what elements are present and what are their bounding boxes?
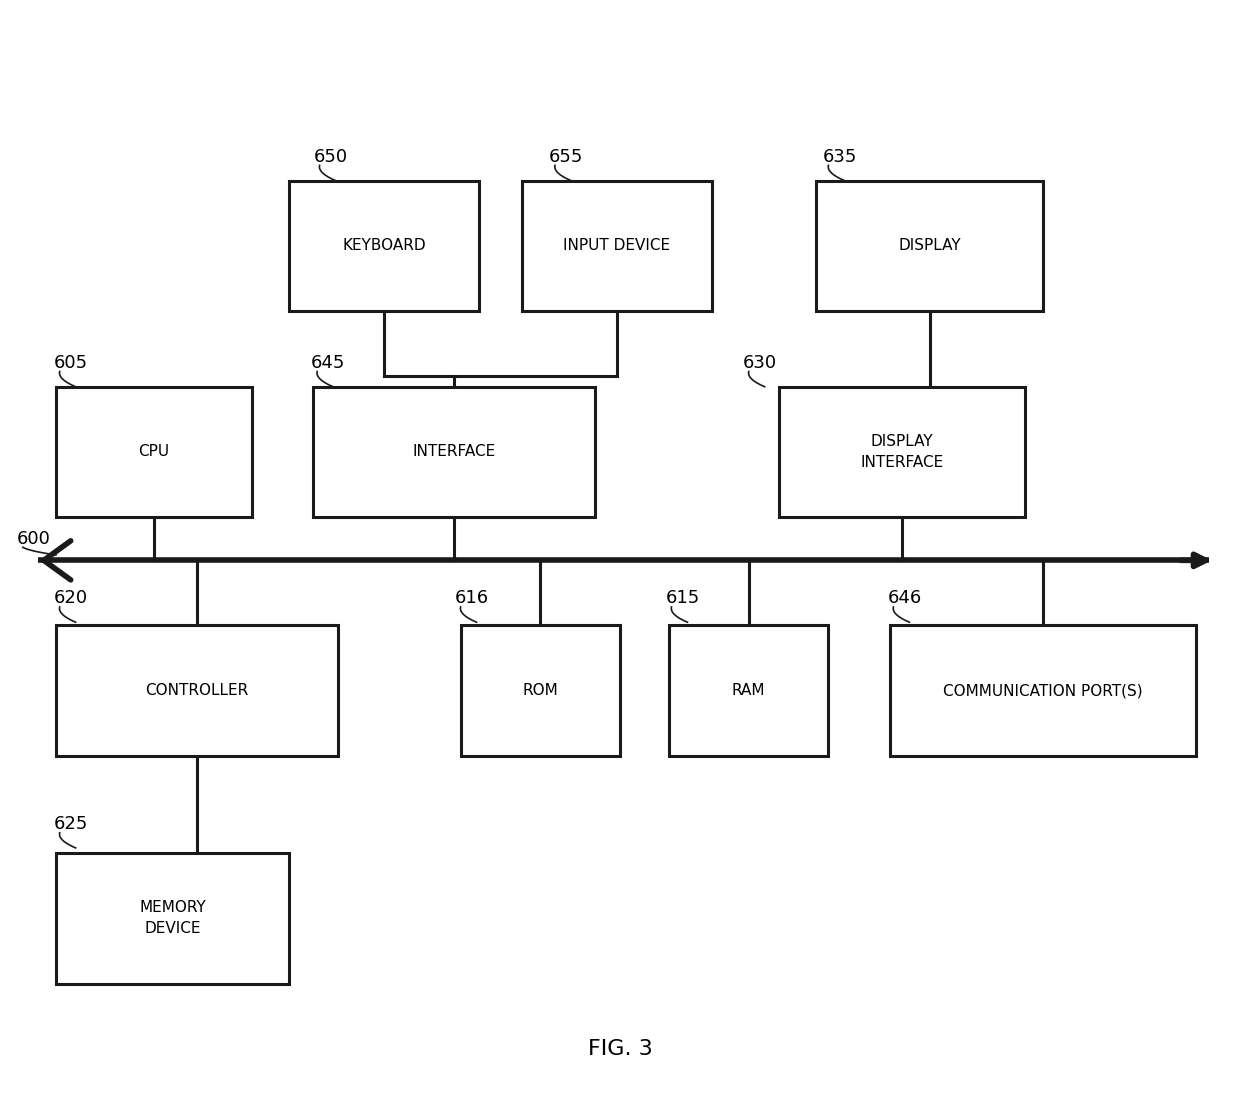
Text: MEMORY
DEVICE: MEMORY DEVICE [139, 900, 206, 936]
Text: 635: 635 [822, 147, 857, 166]
Text: KEYBOARD: KEYBOARD [342, 238, 425, 253]
Bar [56, 387, 252, 517]
Text: 615: 615 [666, 589, 699, 608]
Text: 605: 605 [53, 354, 88, 371]
Bar [670, 625, 828, 756]
Text: RAM: RAM [732, 684, 765, 698]
Bar [289, 180, 479, 311]
Text: DISPLAY: DISPLAY [898, 238, 961, 253]
Text: 616: 616 [455, 589, 489, 608]
Bar [522, 180, 712, 311]
Text: DISPLAY
INTERFACE: DISPLAY INTERFACE [861, 434, 944, 470]
Text: 630: 630 [743, 354, 776, 371]
Bar [314, 387, 595, 517]
Bar [56, 853, 289, 984]
Bar [780, 387, 1024, 517]
Text: 645: 645 [311, 354, 346, 371]
Bar [56, 625, 339, 756]
Text: 600: 600 [17, 530, 51, 547]
Bar [816, 180, 1043, 311]
Text: INTERFACE: INTERFACE [413, 444, 496, 459]
Text: 625: 625 [53, 815, 88, 833]
Text: 620: 620 [53, 589, 88, 608]
Text: CONTROLLER: CONTROLLER [145, 684, 248, 698]
Text: 646: 646 [888, 589, 921, 608]
Bar [890, 625, 1197, 756]
Text: COMMUNICATION PORT(S): COMMUNICATION PORT(S) [944, 684, 1143, 698]
Text: ROM: ROM [522, 684, 558, 698]
Text: CPU: CPU [139, 444, 170, 459]
Text: 650: 650 [314, 147, 347, 166]
Text: 655: 655 [549, 147, 583, 166]
Text: INPUT DEVICE: INPUT DEVICE [563, 238, 671, 253]
Text: FIG. 3: FIG. 3 [588, 1039, 652, 1058]
Bar [460, 625, 620, 756]
